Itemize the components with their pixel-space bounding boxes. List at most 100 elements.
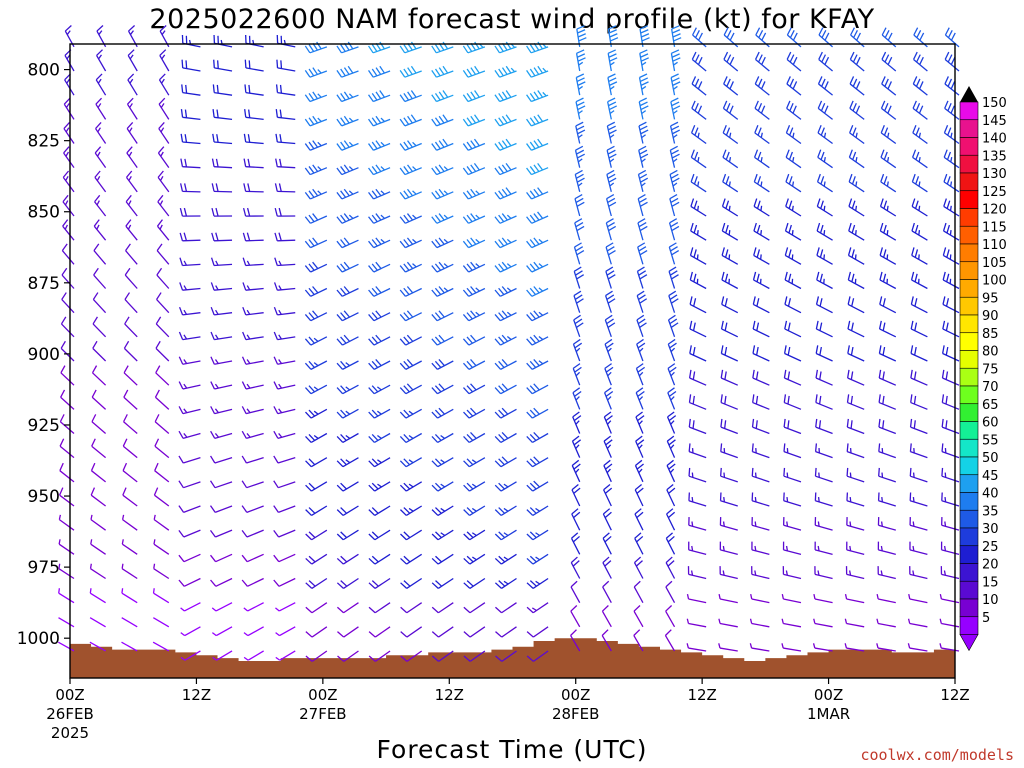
barb-feather: [494, 118, 501, 127]
barb-feather: [637, 366, 646, 373]
barb-feather: [434, 166, 441, 174]
barb-feather: [159, 224, 163, 230]
barb-feather: [692, 395, 695, 405]
wind-barb: [305, 602, 328, 614]
barb-staff: [90, 568, 106, 580]
barb-feather: [305, 631, 313, 638]
wind-barb: [723, 76, 739, 96]
barb-staff: [942, 279, 960, 290]
barb-feather: [475, 190, 480, 195]
barb-feather: [368, 265, 375, 273]
barb-staff: [666, 513, 676, 531]
barb-staff: [374, 408, 391, 419]
wind-barb: [575, 49, 586, 72]
barb-staff: [436, 215, 454, 224]
wind-barb: [877, 492, 896, 507]
barb-feather: [607, 396, 612, 401]
barb-staff: [214, 505, 233, 513]
x-axis-label: Forecast Time (UTC): [377, 735, 648, 764]
barb-feather: [533, 310, 540, 318]
barb-feather: [604, 560, 612, 567]
barb-feather: [466, 360, 473, 368]
barb-feather: [434, 92, 441, 101]
wind-barb: [156, 219, 170, 241]
barb-staff: [277, 239, 296, 242]
barb-staff: [752, 451, 770, 459]
barb-feather: [697, 132, 700, 138]
barb-feather: [573, 266, 582, 272]
barb-feather: [275, 656, 281, 661]
wind-barb: [400, 577, 423, 589]
barb-feather: [305, 509, 312, 516]
barb-feather: [912, 76, 918, 85]
credit-link[interactable]: coolwx.com/models: [860, 746, 1014, 764]
barb-feather: [371, 190, 378, 198]
x-tick-date: 28FEB: [552, 705, 599, 723]
barb-staff: [159, 55, 170, 72]
barb-feather: [122, 462, 128, 471]
barb-staff: [786, 83, 802, 96]
barb-staff: [436, 191, 454, 200]
wind-barb: [462, 310, 486, 322]
wind-barb: [667, 314, 679, 338]
barb-staff: [688, 573, 707, 580]
barb-feather: [462, 94, 469, 102]
barb-staff: [500, 505, 517, 516]
barb-staff: [60, 347, 75, 362]
barb-staff: [691, 58, 707, 72]
barb-feather: [575, 396, 580, 401]
barb-staff: [182, 408, 201, 415]
barb-staff: [817, 205, 833, 217]
wind-barb: [180, 626, 201, 637]
barb-feather: [942, 222, 947, 232]
wind-barb: [633, 629, 644, 652]
wind-barb: [60, 365, 75, 386]
barb-feather: [58, 539, 61, 545]
barb-feather: [273, 554, 280, 563]
barb-feather: [789, 127, 794, 136]
barb-feather: [403, 409, 410, 417]
barb-feather: [641, 37, 650, 42]
barb-feather: [637, 218, 646, 224]
barb-staff: [501, 553, 517, 565]
barb-feather: [533, 67, 540, 75]
barb-feather: [471, 483, 477, 488]
barb-staff: [572, 368, 581, 386]
wind-barb: [431, 407, 454, 419]
barb-feather: [671, 53, 680, 58]
barb-feather: [246, 408, 251, 414]
barb-feather: [434, 190, 441, 198]
barb-feather: [879, 296, 883, 305]
barb-feather: [880, 173, 885, 183]
barb-feather: [96, 24, 104, 32]
barb-feather: [440, 507, 446, 512]
barb-feather: [412, 190, 417, 195]
barb-feather: [576, 177, 585, 183]
wind-barb: [721, 296, 739, 314]
barb-feather: [883, 200, 888, 209]
barb-feather: [505, 114, 512, 122]
barb-staff: [670, 101, 676, 120]
barb-staff: [500, 408, 517, 419]
barb-feather: [475, 311, 480, 316]
barb-staff: [501, 577, 517, 589]
barb-feather: [336, 411, 344, 419]
wind-barb: [849, 51, 865, 72]
wind-barb: [605, 194, 617, 217]
barb-feather: [855, 132, 858, 138]
barb-feather: [574, 294, 583, 300]
wind-barb: [121, 617, 138, 628]
wind-barb: [494, 310, 517, 322]
barb-feather: [494, 435, 502, 443]
barb-feather: [403, 166, 410, 174]
barb-feather: [639, 225, 648, 232]
barb-feather: [668, 415, 677, 422]
wind-barb: [126, 122, 138, 144]
barb-staff: [941, 573, 960, 580]
barb-feather: [403, 580, 411, 587]
wind-barb: [211, 207, 233, 217]
barb-feather: [944, 496, 947, 502]
colorbar-label: 50: [982, 451, 999, 466]
wind-barb: [722, 173, 739, 193]
barb-staff: [881, 34, 897, 48]
